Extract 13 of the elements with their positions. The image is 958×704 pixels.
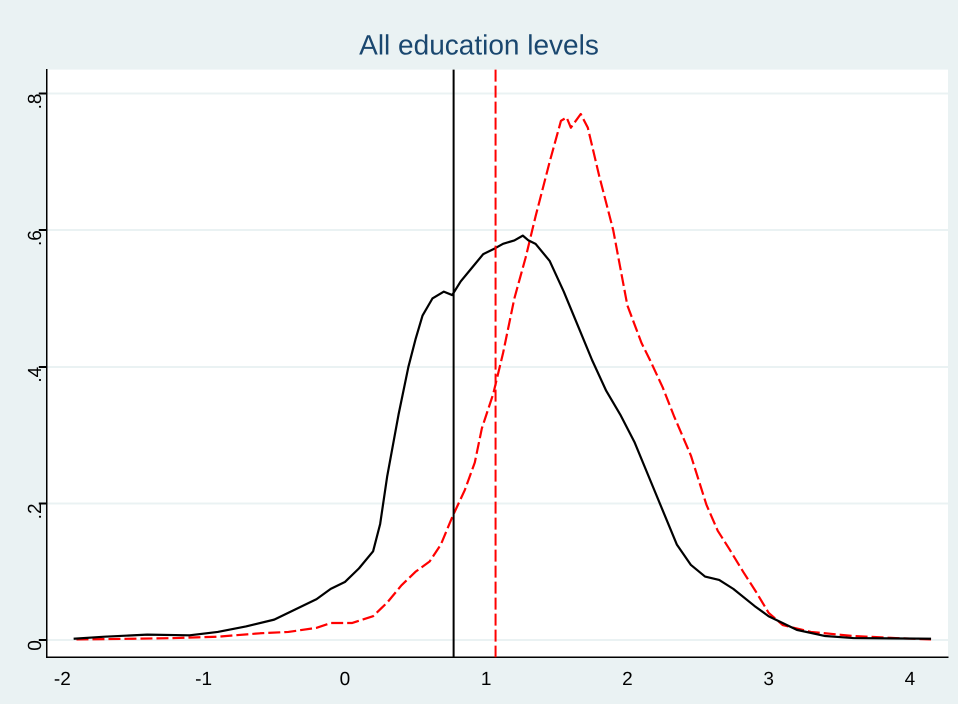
y-tick-label: .8 — [25, 94, 46, 110]
x-tick-label: 1 — [480, 668, 492, 690]
x-tick-label: -1 — [195, 668, 212, 690]
y-tick-label: .4 — [25, 366, 46, 383]
x-tick-label: 2 — [622, 668, 633, 690]
x-tick-label: 3 — [763, 668, 774, 690]
x-tick-label: -2 — [54, 668, 71, 690]
y-tick-label: .2 — [25, 503, 46, 520]
y-tick-label: 0 — [25, 640, 46, 651]
chart-title: All education levels — [359, 30, 599, 61]
y-tick-label: .6 — [25, 230, 46, 246]
x-tick-label: 4 — [904, 668, 916, 690]
x-tick-label: 0 — [340, 668, 350, 690]
